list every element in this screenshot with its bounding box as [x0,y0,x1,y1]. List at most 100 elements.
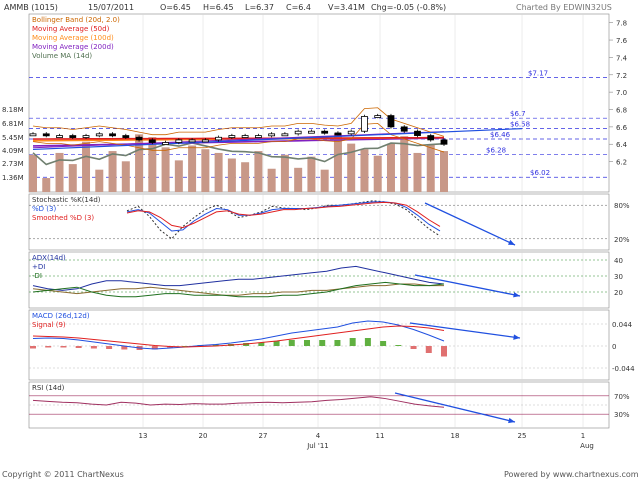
legend-plus-di: +DI [32,263,45,271]
volume-tick-label: 2.73M [2,160,24,168]
macd-tick-label: 0.044 [612,321,633,329]
stoch-tick-label: 20% [614,236,630,244]
candle-body [347,130,355,135]
x-tick-label: 13 [139,432,148,440]
candle-body [56,135,63,138]
macd-histogram-bar [441,346,447,357]
annotation-arrowhead [508,239,515,245]
candle-body [268,133,276,137]
price-level-label: $6.46 [490,131,511,139]
change-label: Chg=-0.05 (-0.8%) [371,3,446,12]
price-level-label: $7.17 [528,69,548,77]
price-tick-label: 7.0 [616,89,627,97]
volume-bar [68,164,77,192]
macd-histogram-bar [304,340,310,346]
annotation-arrowhead [513,334,520,340]
high-label: H=6.45 [203,3,234,12]
annotation-arrow [424,202,516,246]
macd-histogram-bar [364,338,371,346]
macd-histogram-bar [30,346,36,349]
adx-line [32,283,444,296]
volume-bar [241,162,250,192]
macd-histogram-bar [90,346,97,349]
volume-bar [373,155,382,192]
legend-signal: Signal (9) [32,321,66,329]
volume-bar [386,143,395,192]
volume-bar [360,149,369,192]
volume-tick-label: 8.18M [2,106,24,114]
annotation-arrow [409,322,521,339]
legend-bollinger: Bollinger Band (20d, 2.0) [32,16,120,24]
macd-tick-label: 0 [612,343,616,351]
macd-histogram-bar [60,346,67,348]
adx-tick-label: 40 [614,257,623,265]
macd-tick-label: -0.044 [612,365,635,373]
candle-body [69,135,77,138]
minus-di-line [32,281,445,298]
candle-body [294,130,302,135]
volume-bar [95,169,104,192]
price-level-label: $6.58 [510,121,530,129]
macd-histogram-bar [212,344,219,346]
volume-bar [426,144,435,192]
copyright-label: Copyright © 2011 ChartNexus [2,470,124,479]
x-tick-label: 18 [451,432,460,440]
annotation-arrow [414,274,521,297]
candle-body [400,126,408,132]
candle-body [175,139,183,143]
candle-body [42,133,50,137]
x-tick-label: 4 [316,432,321,440]
stoch-tick-label: 80% [614,202,630,210]
x-tick-label: 20 [199,432,208,440]
macd-histogram-bar [410,346,417,349]
annotation-arrow [394,392,516,423]
candle-body [427,135,435,141]
macd-histogram-bar [273,341,280,346]
volume-ma-line [32,142,445,166]
volume-tick-label: 5.45M [2,134,24,142]
candle-body [228,135,236,138]
close-label: C=6.4 [286,3,311,12]
candle-body [374,115,382,118]
volume-bar [82,141,91,192]
adx-panel [28,251,610,309]
candle-body [334,132,342,136]
macd-histogram-bar [395,345,402,346]
low-label: L=6.37 [245,3,274,12]
legend-macd: MACD (26d,12d) [32,312,90,320]
credit-label: Charted By EDWIN32US [516,3,612,12]
macd-histogram-bar [121,346,128,350]
price-level-label: $6.28 [486,147,506,155]
rsi-line [32,396,445,408]
rsi-tick-label: 30% [614,411,630,419]
legend-volume-ma: Volume MA (14d) [32,52,92,60]
volume-bar [294,167,303,192]
volume-bar [201,149,210,192]
x-tick-label: 27 [259,432,268,440]
volume-bar [280,154,289,192]
annotation-arrowhead [508,417,515,424]
volume-label: V=3.41M [328,3,365,12]
volume-bar [333,133,342,192]
bollinger-lower [32,122,445,153]
legend-ma50: Moving Average (50d) [32,25,110,33]
plus-di-line [32,265,445,291]
legend-stoch-d: %D (3) [32,205,56,213]
volume-bar [227,158,236,192]
macd-panel [28,309,610,381]
macd-histogram-bar [425,346,432,353]
candle-body [82,135,90,138]
volume-bar [413,152,422,192]
volume-bar [161,147,170,192]
candle-body [215,136,223,141]
macd-histogram-bar [45,346,52,348]
candle-body [29,133,37,137]
candle-body [440,139,448,145]
candle-body [162,142,169,145]
macd-histogram-bar [349,338,356,346]
price-tick-label: 7.6 [616,37,628,45]
stoch-smoothed-line [126,201,441,229]
x-tick-label: 25 [518,432,527,440]
volume-bar [174,160,183,192]
x-month-label: Aug [580,442,594,450]
